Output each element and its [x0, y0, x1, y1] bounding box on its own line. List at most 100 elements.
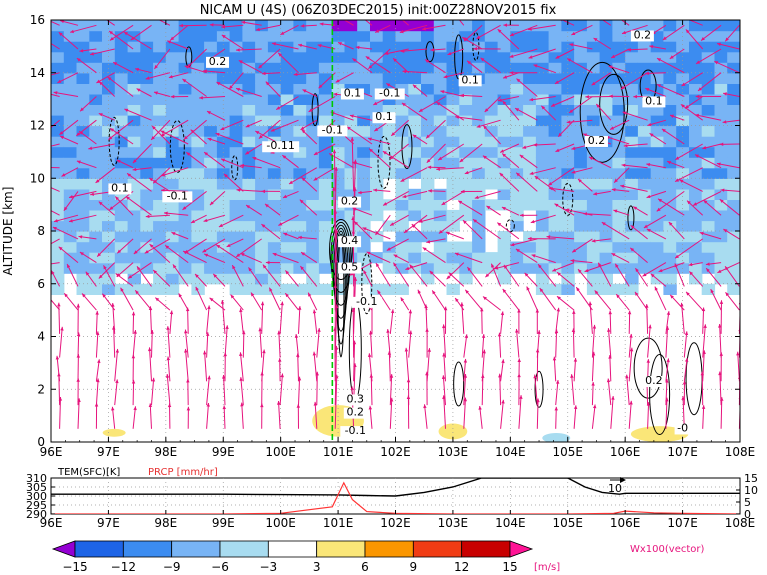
shade-cell: [459, 146, 473, 158]
shade-cell: [165, 220, 180, 232]
colorbar-box: [219, 540, 269, 558]
vector-shaft: [308, 96, 336, 113]
shade-cell: [382, 30, 397, 42]
vector-head: [98, 113, 103, 117]
shade-cell: [293, 72, 307, 84]
wind-vector: [643, 214, 667, 229]
shade-cell: [689, 125, 703, 137]
shade-cell: [331, 157, 346, 169]
vector-head: [591, 239, 596, 243]
wind-vector: [278, 358, 282, 382]
vector-shaft: [182, 250, 207, 264]
vector-shaft: [714, 60, 740, 74]
wind-vector: [109, 127, 134, 145]
shade-cell: [140, 167, 154, 179]
vector-head: [390, 222, 395, 226]
shade-cell: [370, 231, 384, 243]
shade-cell: [357, 146, 371, 158]
vector-shaft: [149, 347, 152, 382]
wind-vector: [384, 48, 409, 56]
shade-cell: [165, 104, 180, 116]
shade-cell: [676, 178, 690, 190]
vector-head: [675, 254, 680, 259]
shade-cell: [625, 41, 639, 53]
wind-vector: [275, 96, 299, 111]
wind-vector: [500, 399, 505, 429]
wind-vector: [478, 405, 483, 429]
shade-cell: [714, 209, 728, 222]
vector-shaft: [95, 331, 99, 358]
vector-shaft: [164, 244, 189, 264]
wind-vector: [281, 154, 299, 169]
vector-head: [642, 272, 647, 277]
wind-vector: [262, 264, 281, 287]
vector-head: [529, 97, 534, 102]
shade-cell: [114, 146, 129, 158]
wind-vector: [684, 96, 703, 109]
wind-vector: [79, 251, 97, 264]
vector-shaft: [536, 398, 539, 429]
shade-cell: [51, 136, 65, 148]
vector-shaft: [683, 357, 688, 382]
shade-cell: [76, 30, 90, 42]
vector-head: [168, 74, 173, 79]
vector-head: [120, 287, 124, 292]
vector-head: [79, 131, 84, 135]
vector-head: [270, 128, 275, 132]
shade-cell: [561, 51, 575, 63]
wind-vector: [285, 270, 299, 287]
shade-cell: [242, 62, 256, 74]
wind-vector: [300, 119, 318, 131]
vector-head: [695, 94, 700, 99]
contour-line: [330, 221, 352, 293]
vector-head: [166, 356, 171, 361]
shade-cell: [242, 157, 256, 169]
wind-vector: [206, 305, 211, 334]
vector-shaft: [498, 332, 502, 358]
vector-shaft: [240, 377, 244, 406]
colorbar-label: −12: [111, 560, 136, 574]
wind-vector: [126, 172, 152, 192]
shade-cell: [191, 136, 205, 148]
wind-vector: [148, 177, 171, 192]
vector-shaft: [571, 374, 575, 406]
shade-cell: [676, 157, 690, 169]
shade-cell: [650, 51, 665, 63]
vector-shaft: [482, 125, 501, 145]
vector-head: [260, 403, 264, 408]
wind-vector: [724, 24, 740, 42]
vector-shaft: [694, 154, 722, 169]
shade-cell: [625, 93, 639, 105]
shade-cell: [357, 252, 371, 264]
vector-shaft: [720, 397, 723, 429]
vector-head: [391, 132, 396, 136]
vector-shaft: [402, 70, 428, 74]
wind-vector: [184, 238, 207, 254]
shade-cell: [395, 209, 409, 222]
vector-shaft: [464, 289, 483, 311]
shade-cell: [548, 30, 562, 42]
colorbar-label: 12: [454, 560, 469, 574]
shade-cell: [459, 114, 473, 127]
wind-vector: [368, 405, 373, 429]
vector-head: [338, 42, 342, 46]
x-tick-label: 103E: [438, 445, 469, 459]
shade-cell: [484, 178, 499, 190]
wind-vector: [662, 24, 685, 41]
shade-cell: [102, 93, 116, 105]
shade-cell: [574, 136, 588, 148]
vector-head: [609, 94, 613, 98]
vector-head: [501, 359, 505, 364]
shade-cell: [191, 157, 205, 169]
wind-vector: [628, 333, 633, 358]
vector-head: [153, 270, 158, 274]
wind-vector: [573, 405, 578, 429]
vector-head: [308, 108, 313, 112]
vector-shaft: [278, 330, 281, 358]
vector-head: [373, 101, 378, 105]
wind-vector: [683, 357, 689, 382]
vector-shaft: [577, 268, 593, 287]
shade-cell: [229, 146, 243, 158]
tem-axis-label: TEM(SFC)[K]: [57, 467, 120, 478]
vector-head: [232, 265, 236, 270]
